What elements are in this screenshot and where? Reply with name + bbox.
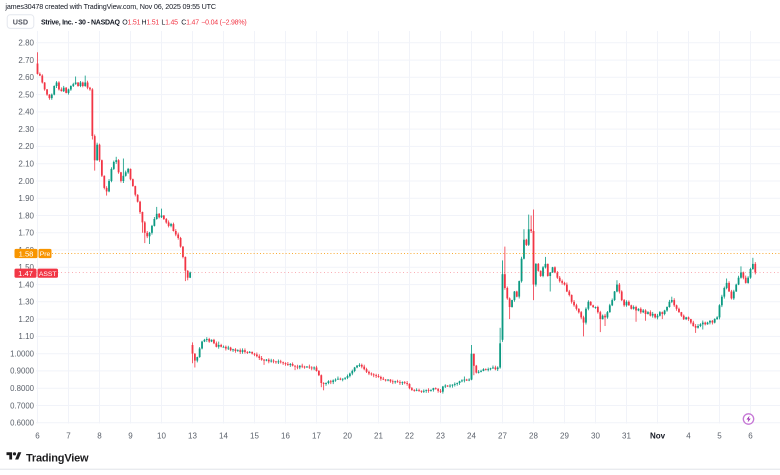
svg-text:2.60: 2.60: [18, 73, 34, 82]
svg-text:1.70: 1.70: [18, 229, 34, 238]
svg-text:2.20: 2.20: [18, 142, 34, 151]
svg-text:1.90: 1.90: [18, 194, 34, 203]
svg-text:5: 5: [717, 432, 722, 441]
svg-text:4: 4: [686, 432, 691, 441]
svg-text:0.7000: 0.7000: [10, 401, 35, 410]
svg-text:22: 22: [405, 432, 414, 441]
svg-text:1.10: 1.10: [18, 332, 34, 341]
svg-text:2.00: 2.00: [18, 177, 34, 186]
svg-text:8: 8: [97, 432, 102, 441]
svg-text:1.50: 1.50: [18, 263, 34, 272]
svg-text:0.9000: 0.9000: [10, 367, 35, 376]
svg-text:Strive, Inc. - 30 - NASDAQ: Strive, Inc. - 30 - NASDAQ: [41, 19, 121, 26]
svg-text:17: 17: [312, 432, 321, 441]
svg-text:−0.04 (−2.98%): −0.04 (−2.98%): [201, 19, 246, 26]
svg-text:2.30: 2.30: [18, 125, 34, 134]
svg-text:0.8000: 0.8000: [10, 384, 35, 393]
svg-text:29: 29: [560, 432, 569, 441]
svg-text:23: 23: [436, 432, 445, 441]
svg-text:C1.47: C1.47: [181, 19, 199, 26]
svg-text:14: 14: [219, 432, 228, 441]
svg-text:ASST: ASST: [39, 271, 57, 278]
svg-text:2.70: 2.70: [18, 56, 34, 65]
svg-text:USD: USD: [13, 17, 28, 26]
svg-text:30: 30: [591, 432, 600, 441]
svg-text:21: 21: [374, 432, 383, 441]
svg-text:O1.51: O1.51: [122, 19, 140, 26]
svg-text:27: 27: [498, 432, 507, 441]
svg-text:20: 20: [343, 432, 352, 441]
svg-text:Pre: Pre: [40, 251, 51, 258]
svg-text:10: 10: [157, 432, 166, 441]
svg-text:1.0000: 1.0000: [10, 350, 35, 359]
svg-text:15: 15: [250, 432, 259, 441]
svg-text:9: 9: [128, 432, 133, 441]
svg-text:16: 16: [281, 432, 290, 441]
svg-text:2.40: 2.40: [18, 108, 34, 117]
svg-text:H1.51: H1.51: [142, 19, 160, 26]
svg-text:TradingView: TradingView: [26, 452, 89, 464]
svg-text:2.10: 2.10: [18, 160, 34, 169]
svg-text:L1.45: L1.45: [161, 19, 178, 26]
svg-text:28: 28: [529, 432, 538, 441]
svg-text:6: 6: [35, 432, 40, 441]
svg-text:13: 13: [188, 432, 197, 441]
svg-text:2.50: 2.50: [18, 90, 34, 99]
svg-text:2.80: 2.80: [18, 39, 34, 48]
svg-text:1.47: 1.47: [18, 269, 33, 278]
svg-text:1.20: 1.20: [18, 315, 34, 324]
svg-text:7: 7: [66, 432, 71, 441]
svg-text:1.40: 1.40: [18, 280, 34, 289]
svg-text:Nov: Nov: [650, 432, 666, 441]
svg-text:31: 31: [622, 432, 631, 441]
svg-text:1.80: 1.80: [18, 211, 34, 220]
svg-text:24: 24: [467, 432, 476, 441]
svg-text:james30478 created with Tradin: james30478 created with TradingView.com,…: [4, 2, 216, 11]
svg-text:1.30: 1.30: [18, 298, 34, 307]
svg-text:1.58: 1.58: [19, 249, 34, 258]
svg-text:0.6000: 0.6000: [10, 419, 35, 428]
svg-text:6: 6: [748, 432, 753, 441]
